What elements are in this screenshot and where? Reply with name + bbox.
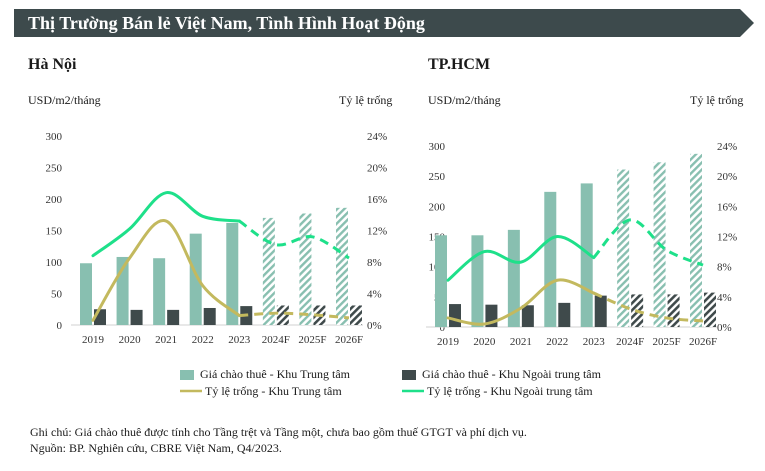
bar-rent-cbd-2026F (336, 207, 348, 325)
bar-rent-cbd-2023 (226, 222, 239, 325)
y2-tick-label: 4% (367, 289, 382, 301)
line-vacancy-cbd-hanoi-forecast (239, 311, 350, 320)
x-tick-label: 2020 (119, 334, 142, 346)
line-vacancy-non-cbd-hcmc-actual (446, 235, 596, 282)
y2-axis-label-hanoi: Tỷ lệ trống (339, 93, 393, 107)
x-tick-label: 2021 (510, 336, 532, 348)
line-vacancy-non-cbd-hanoi-actual (91, 191, 241, 258)
y-tick-label: 50 (51, 289, 63, 301)
chart-title-hcmc: TP.HCM (428, 56, 491, 73)
bar-rent-cbd-2019 (80, 263, 92, 325)
chart-hcmc: 0501001502002503000%4%8%12%16%20%24%2019… (426, 141, 737, 348)
bar-rent-non-cbd-2024F (276, 305, 289, 325)
y2-tick-label: 8% (367, 257, 382, 269)
bar-rent-non-cbd-2025F (667, 294, 680, 327)
bar-rent-non-cbd-2026F (704, 292, 716, 327)
y-tick-label: 100 (46, 257, 63, 269)
bar-rent-cbd-2022 (544, 191, 557, 327)
x-tick-label: 2023 (583, 336, 606, 348)
line-vacancy-non-cbd-hcmc-forecast (592, 218, 704, 267)
title-banner (14, 9, 754, 37)
bar-rent-cbd-2019 (435, 235, 447, 327)
line-vacancy-non-cbd-hanoi-forecast (238, 219, 350, 260)
y-tick-label: 200 (46, 194, 63, 206)
y-tick-label: 250 (429, 171, 446, 183)
y-tick-label: 0 (440, 322, 446, 334)
x-tick-label: 2026F (689, 336, 717, 348)
bar-rent-cbd-2024F (617, 169, 630, 327)
bar-rent-cbd-2024F (262, 217, 275, 325)
bar-rent-non-cbd-2019 (449, 304, 461, 327)
legend-label-vac-non-cbd: Tỷ lệ trống - Khu Ngoài trung tâm (427, 384, 593, 398)
x-tick-label: 2023 (228, 334, 251, 346)
y2-tick-label: 12% (367, 226, 387, 238)
y-tick-label: 300 (46, 131, 63, 143)
y2-tick-label: 24% (367, 131, 387, 143)
page-title: Thị Trường Bán lẻ Việt Nam, Tình Hình Ho… (28, 13, 425, 33)
chart-source: Nguồn: BP. Nghiên cứu, CBRE Việt Nam, Q4… (30, 441, 282, 455)
bar-rent-non-cbd-2021 (521, 305, 534, 327)
chart-hanoi: 0 50 100 150 200 250 300 0% 4% 8% 12% 16% 20% 24% 2019… (46, 131, 388, 346)
x-tick-label: 2019 (437, 336, 460, 348)
line-vacancy-cbd-hanoi-actual (91, 219, 241, 322)
bar-rent-cbd-2022 (189, 233, 202, 325)
y-axis-label-hcmc: USD/m2/tháng (428, 93, 501, 107)
y2-tick-label: 0% (367, 320, 382, 332)
y-tick-label: 0 (57, 320, 63, 332)
legend-swatch-rent-non-cbd (402, 370, 416, 380)
bar-rent-cbd-2021 (153, 258, 166, 325)
bar-rent-cbd-2021 (507, 229, 520, 327)
x-tick-label: 2025F (298, 334, 326, 346)
y-tick-label: 300 (429, 141, 446, 153)
x-tick-label: 2025F (653, 336, 681, 348)
bar-rent-non-cbd-2022 (203, 307, 216, 325)
x-tick-label: 2019 (82, 334, 105, 346)
y2-tick-label: 16% (367, 194, 387, 206)
bar-rent-cbd-2025F (299, 213, 312, 325)
legend-label-rent-cbd: Giá chào thuê - Khu Trung tâm (200, 367, 350, 381)
x-tick-label: 2022 (192, 334, 214, 346)
x-tick-label: 2024F (616, 336, 644, 348)
y2-tick-label: 24% (717, 141, 737, 153)
legend-swatch-vac-non-cbd (402, 389, 424, 393)
y-tick-label: 250 (46, 163, 63, 175)
legend-swatch-vac-cbd (180, 389, 202, 393)
chart-title-hanoi: Hà Nội (28, 56, 77, 73)
y2-tick-label: 20% (367, 163, 387, 175)
y2-tick-label: 20% (717, 171, 737, 183)
bar-rent-cbd-2020 (471, 235, 484, 327)
y2-tick-label: 4% (717, 292, 732, 304)
legend-label-vac-cbd: Tỷ lệ trống - Khu Trung tâm (205, 384, 342, 398)
x-tick-label: 2022 (546, 336, 568, 348)
x-tick-label: 2024F (262, 334, 290, 346)
bar-rent-non-cbd-2026F (350, 305, 362, 325)
x-tick-label: 2020 (473, 336, 496, 348)
bar-rent-non-cbd-2022 (558, 302, 571, 327)
legend-swatch-rent-cbd (180, 370, 194, 380)
y-tick-label: 150 (46, 226, 63, 238)
x-tick-label: 2021 (155, 334, 177, 346)
y2-tick-label: 0% (717, 322, 732, 334)
y-axis-label-hanoi: USD/m2/tháng (28, 93, 101, 107)
bar-rent-non-cbd-2020 (130, 309, 143, 325)
legend-label-rent-non-cbd: Giá chào thuê - Khu Ngoài trung tâm (422, 367, 601, 381)
y-tick-label: 200 (429, 201, 446, 213)
y2-tick-label: 8% (717, 262, 732, 274)
y2-tick-label: 12% (717, 232, 737, 244)
bar-rent-non-cbd-2021 (167, 309, 180, 325)
chart-note: Ghi chú: Giá chào thuê được tính cho Tần… (30, 425, 527, 439)
x-tick-label: 2026F (335, 334, 363, 346)
y2-tick-label: 16% (717, 201, 737, 213)
y2-axis-label-hcmc: Tỷ lệ trống (690, 93, 744, 107)
bar-rent-cbd-2026F (690, 153, 702, 327)
bar-rent-non-cbd-2023 (594, 295, 607, 327)
line-vacancy-cbd-hcmc-forecast (593, 291, 704, 323)
line-vacancy-cbd-hcmc-actual (446, 278, 596, 326)
